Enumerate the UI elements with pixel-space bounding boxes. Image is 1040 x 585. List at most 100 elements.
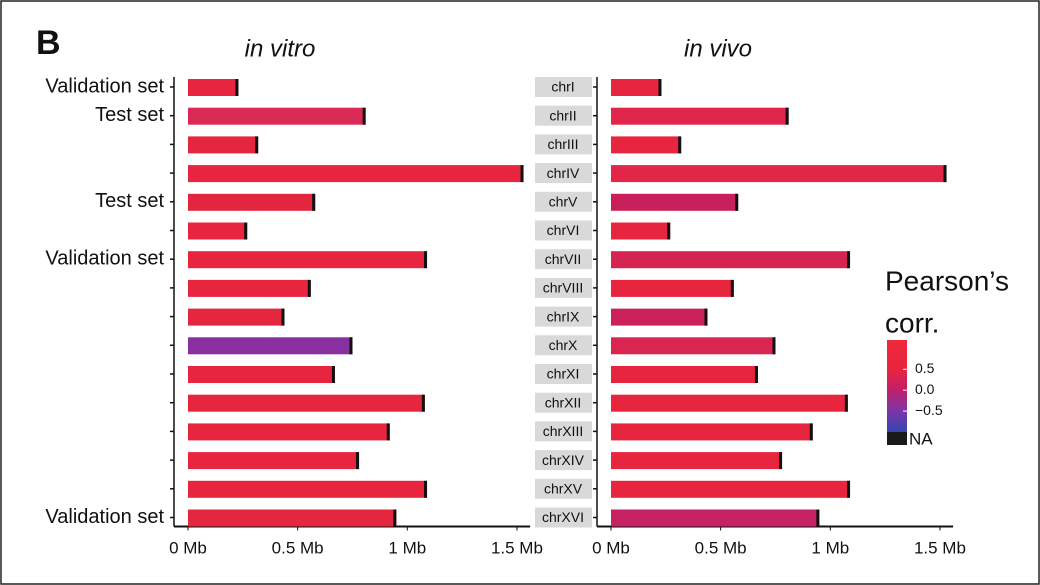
bar-end [307,279,311,297]
bar-end [730,279,734,297]
chromosome-bar [611,79,662,96]
bar-end [235,79,239,96]
colorbar-tick-label: 0.5 [915,360,935,376]
chromosome-bar [611,337,776,355]
chrom-label-bg [535,392,592,413]
chromosome-bar [611,480,851,498]
colorbar-title: corr. [885,307,939,338]
chrom-label-bg [535,478,592,499]
chromosome-bar [611,165,947,183]
chromosome-bar [611,452,783,470]
na-swatch [887,432,907,445]
bar-end [772,337,776,355]
chromosome-bar [188,452,360,470]
bar-end [244,222,248,240]
chrom-label: chrIV [547,165,580,181]
bar-end [658,79,662,96]
bar-end [779,452,783,470]
chromosome-bar [611,136,682,154]
chromosome-bar [611,222,671,240]
chromosome-bar [188,423,390,441]
chromosome-bar [188,193,316,211]
bar-end [356,452,360,470]
chromosome-bar [611,193,739,211]
chrom-label-bg [535,249,592,270]
chromosome-bar [188,337,353,355]
x-tick-label: 1.5 Mb [491,538,543,557]
chromosome-bar [611,509,820,527]
chrom-label: chrXVI [542,509,584,525]
colorbar-tick-label: 0.0 [915,381,935,397]
chromosome-bar [188,251,428,269]
set-label: Validation set [45,506,164,528]
chrom-label-bg [535,306,592,327]
chromosome-bar [188,107,366,125]
chromosome-bar [611,394,848,412]
bar-end [424,480,428,498]
bar-end [785,107,789,125]
panel-title: in vivo [684,35,752,62]
chromosome-bar [188,480,428,498]
x-tick-label: 0.5 Mb [695,538,747,557]
chromosome-bar [188,366,335,383]
x-tick-label: 1 Mb [388,538,426,557]
set-label: Validation set [45,75,164,97]
panel-title: in vitro [245,35,316,62]
bar-end [809,423,813,441]
chromosome-bar [611,251,851,269]
chrom-label: chrVIII [543,280,583,296]
chrom-label-bg [535,277,592,298]
bar-end [349,337,353,355]
chrom-label: chrX [549,337,578,353]
chrom-label: chrIX [547,308,580,324]
chromosome-bar [611,107,789,125]
chromosome-bar [188,165,524,183]
chrom-label-bg [535,105,592,126]
chrom-label-bg [535,134,592,155]
bar-end [424,251,428,269]
colorbar-title: Pearson’s [885,265,1009,296]
chrom-label: chrIII [547,136,578,152]
chrom-label-bg [535,335,592,356]
bar-end [393,509,397,527]
chrom-label-bg [535,77,592,97]
chrom-label: chrV [549,194,578,210]
chrom-label: chrXV [544,481,583,497]
colorbar [887,340,907,432]
chrom-label-bg [535,191,592,212]
chrom-label-bg [535,450,592,471]
x-tick-label: 0 Mb [169,538,207,557]
na-label: NA [909,429,933,448]
chromosome-bar [188,394,425,412]
chrom-label-bg [535,364,592,384]
chrom-label: chrXII [545,394,582,410]
chrom-label-bg [535,421,592,442]
bar-end [520,165,524,183]
chromosome-bar [611,279,734,297]
chrom-label: chrI [551,79,574,95]
chromosome-bar [188,279,311,297]
bar-end [847,251,851,269]
chromosome-bar [188,222,248,240]
chrom-label-bg [535,220,592,241]
chrom-label: chrXIV [542,452,585,468]
chrom-label: chrVII [545,251,582,267]
chromosome-bar [188,79,239,96]
bar-end [386,423,390,441]
x-tick-label: 1 Mb [811,538,849,557]
chromosome-bar [188,136,259,154]
bar-end [847,480,851,498]
bar-end [704,308,708,326]
chrom-label-bg [535,163,592,184]
chromosome-bar [188,308,285,326]
bar-end [312,193,316,211]
set-label: Test set [95,104,164,126]
x-tick-label: 1.5 Mb [914,538,966,557]
bar-end [735,193,739,211]
bar-end [362,107,366,125]
chromosome-bar [611,366,758,383]
chrom-label: chrVI [547,222,580,238]
chromosome-bar [188,509,397,527]
chrom-label-bg [535,507,592,528]
